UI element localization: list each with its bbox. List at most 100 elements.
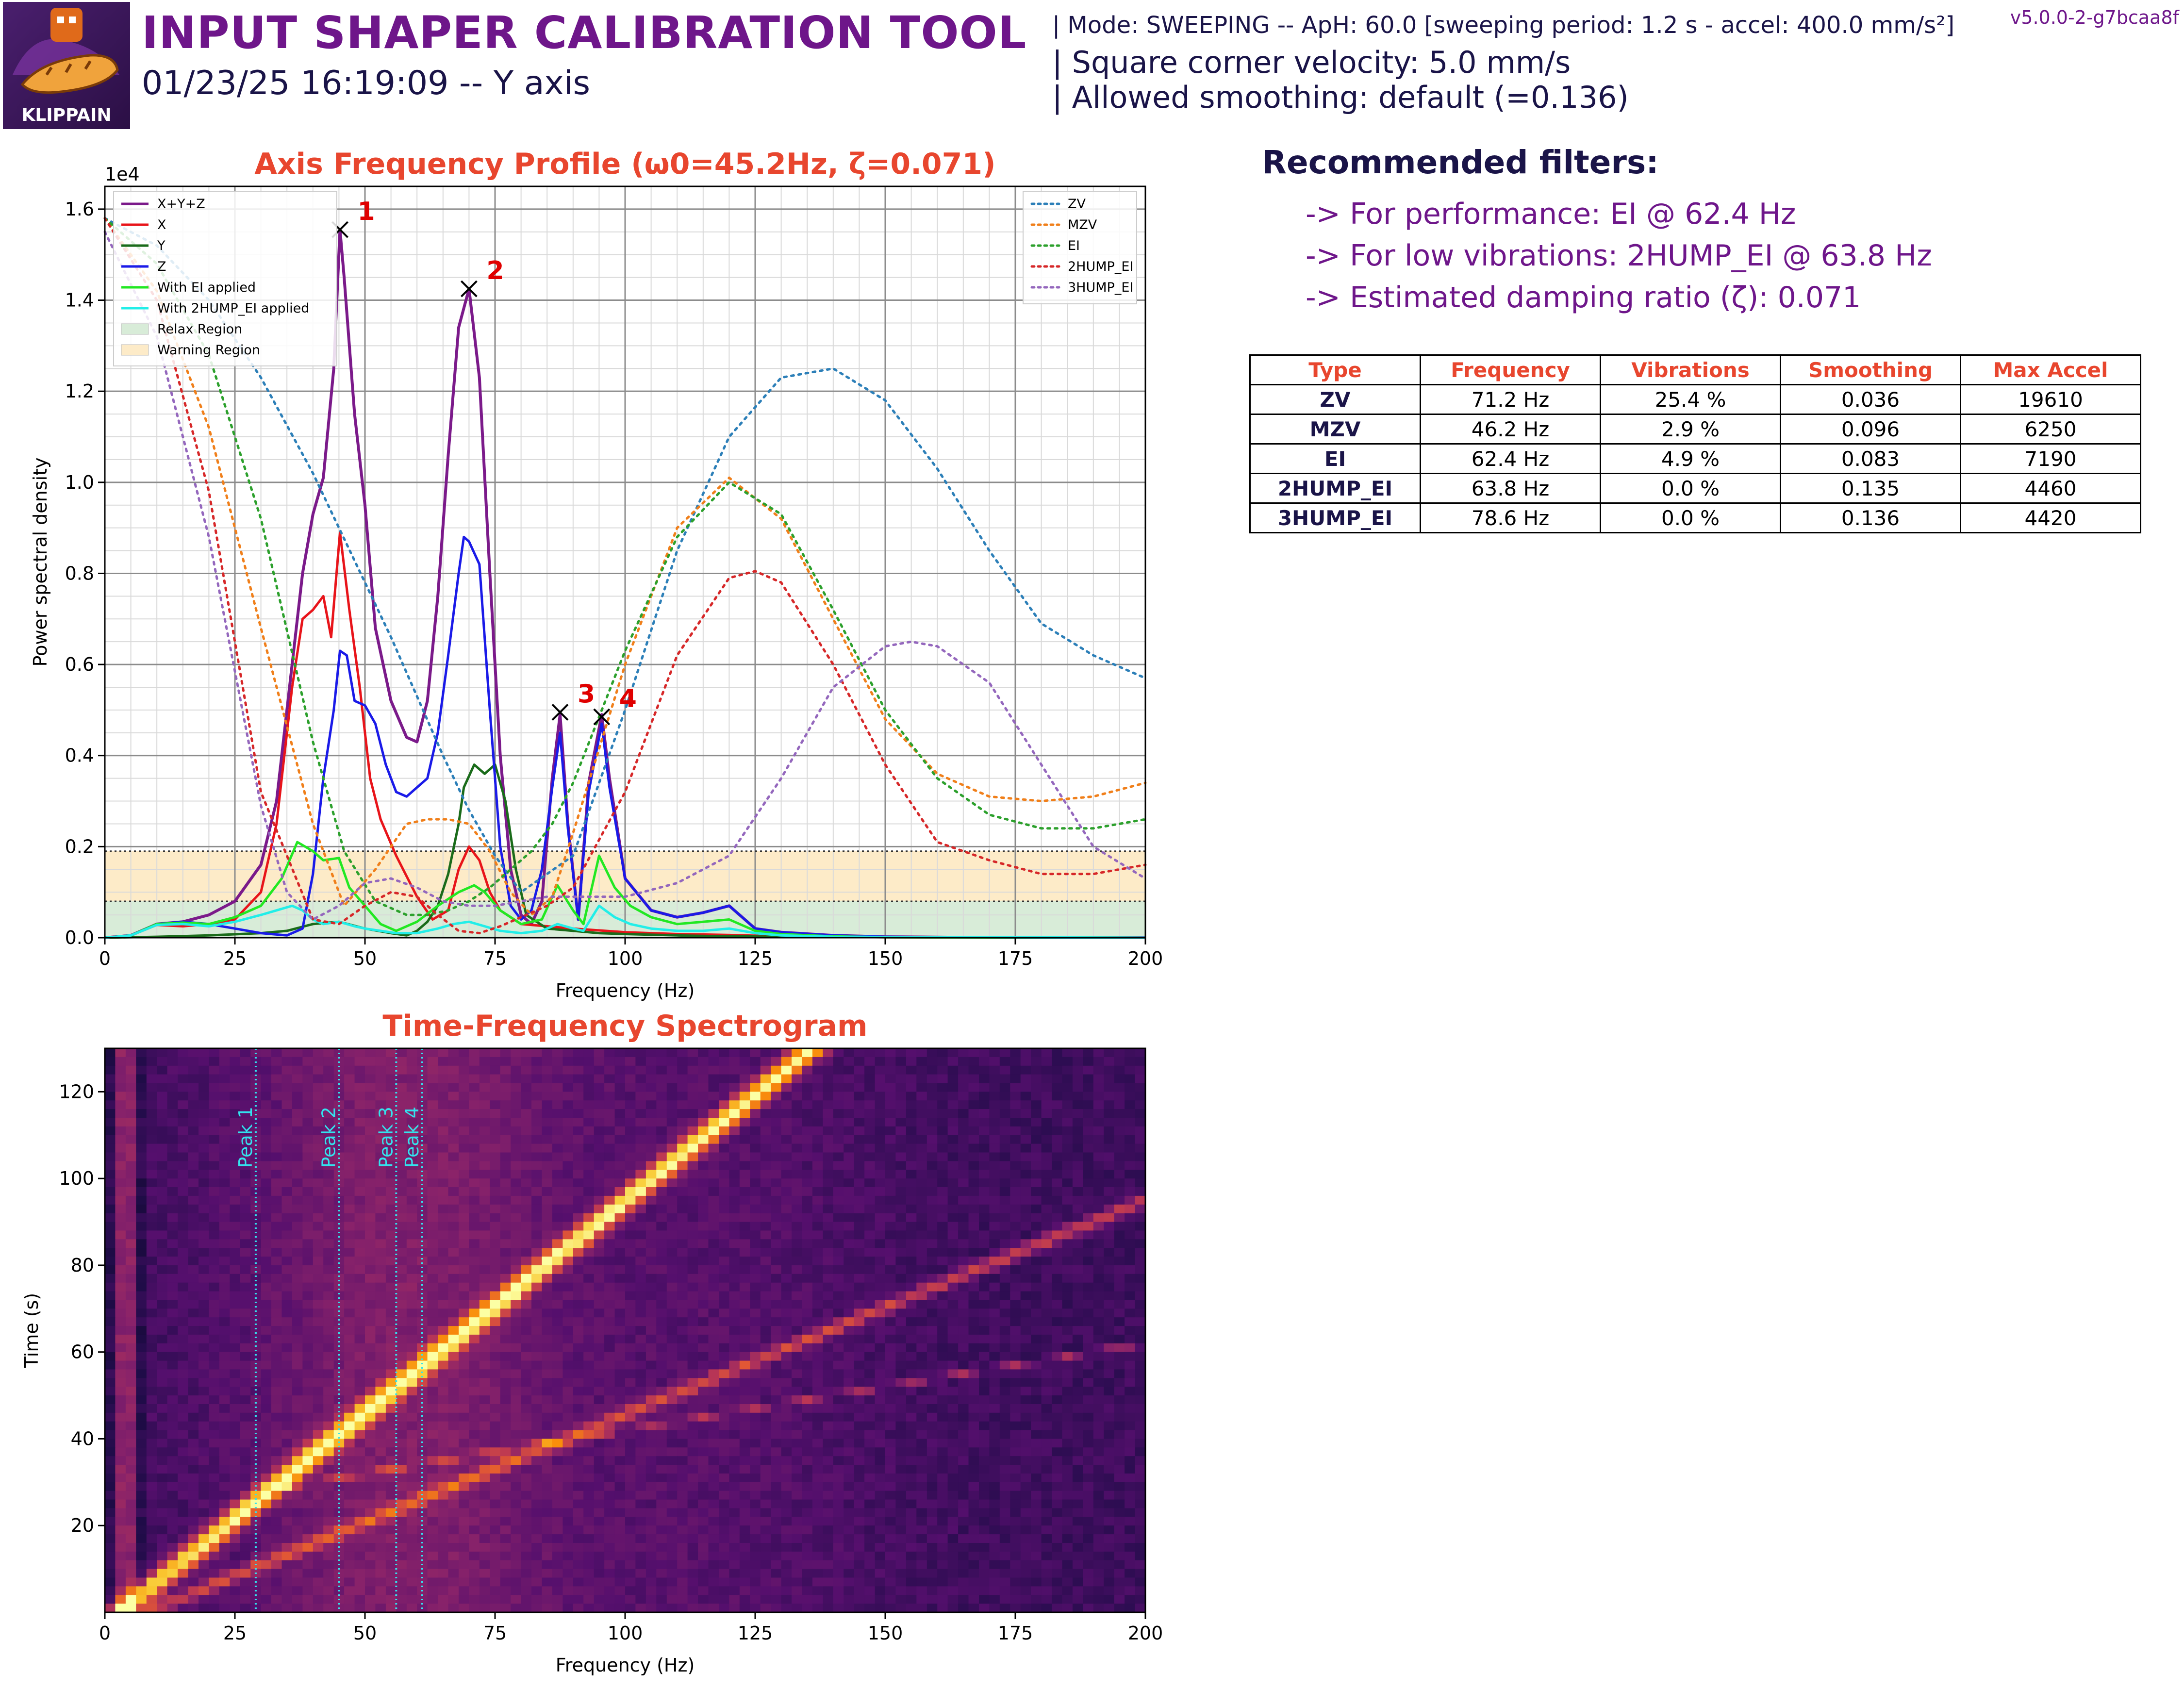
spectrogram-cell xyxy=(157,1395,168,1405)
spectrogram-cell xyxy=(167,1265,178,1275)
spectrogram-cell xyxy=(750,1378,761,1387)
spectrogram-cell xyxy=(240,1456,251,1465)
spectrogram-cell xyxy=(448,1439,459,1448)
spectrogram-cell xyxy=(1114,1326,1125,1335)
spectrogram-cell xyxy=(687,1178,698,1188)
spectrogram-cell xyxy=(1010,1222,1021,1231)
spectrogram-cell xyxy=(375,1135,386,1144)
spectrogram-cell xyxy=(115,1161,126,1171)
spectrogram-cell xyxy=(406,1308,417,1318)
spectrogram-cell xyxy=(188,1265,199,1275)
spectrogram-cell xyxy=(708,1343,719,1353)
spectrogram-cell xyxy=(490,1334,501,1344)
spectrogram-cell xyxy=(1125,1404,1136,1413)
spectrogram-cell xyxy=(677,1282,688,1292)
spectrogram-cell xyxy=(448,1343,459,1353)
spectrogram-cell xyxy=(354,1230,365,1240)
spectrogram-cell xyxy=(771,1439,782,1448)
spectrogram-cell xyxy=(1125,1204,1136,1214)
y-tick-label: 0.0 xyxy=(65,927,94,948)
spectrogram-cell xyxy=(677,1439,688,1448)
spectrogram-cell xyxy=(406,1291,417,1301)
spectrogram-cell xyxy=(708,1317,719,1326)
spectrogram-cell xyxy=(511,1222,522,1231)
spectrogram-cell xyxy=(958,1282,969,1292)
spectrogram-cell xyxy=(521,1126,532,1136)
spectrogram-cell xyxy=(792,1109,803,1118)
spectrogram-cell xyxy=(625,1439,636,1448)
spectrogram-cell xyxy=(250,1378,262,1387)
spectrogram-cell xyxy=(947,1170,959,1179)
spectrogram-cell xyxy=(427,1135,438,1144)
spectrogram-cell xyxy=(999,1257,1010,1266)
spectrogram-cell xyxy=(365,1092,376,1101)
spectrogram-cell xyxy=(271,1083,282,1093)
spectrogram-cell xyxy=(656,1126,667,1136)
spectrogram-cell xyxy=(292,1412,303,1422)
spectrogram-cell xyxy=(125,1187,137,1196)
spectrogram-cell xyxy=(511,1230,522,1240)
spectrogram-cell xyxy=(292,1282,303,1292)
spectrogram-cell xyxy=(261,1057,272,1066)
spectrogram-cell xyxy=(906,1343,917,1353)
spectrogram-cell xyxy=(261,1369,272,1379)
spectrogram-cell xyxy=(1125,1057,1136,1066)
spectrogram-cell xyxy=(656,1239,667,1248)
spectrogram-cell xyxy=(645,1326,657,1335)
spectrogram-cell xyxy=(115,1126,126,1136)
spectrogram-cell xyxy=(573,1439,584,1448)
spectrogram-cell xyxy=(323,1126,334,1136)
spectrogram-cell xyxy=(594,1135,605,1144)
spectrogram-cell xyxy=(573,1404,584,1413)
spectrogram-cell xyxy=(542,1057,553,1066)
spectrogram-cell xyxy=(157,1308,168,1318)
spectrogram-cell xyxy=(125,1291,137,1301)
spectrogram-cell xyxy=(1072,1282,1084,1292)
spectrogram-cell xyxy=(708,1412,719,1422)
spectrogram-cell xyxy=(552,1195,563,1205)
spectrogram-cell xyxy=(844,1265,855,1275)
spectrogram-cell xyxy=(854,1378,865,1387)
spectrogram-cell xyxy=(771,1404,782,1413)
spectrogram-cell xyxy=(625,1447,636,1457)
spectrogram-cell xyxy=(885,1178,896,1188)
spectrogram-cell xyxy=(469,1326,480,1335)
spectrogram-cell xyxy=(812,1213,824,1223)
spectrogram-cell xyxy=(292,1100,303,1109)
spectrogram-cell xyxy=(313,1369,324,1379)
spectrogram-cell xyxy=(708,1456,719,1465)
cell-frequency: 63.8 Hz xyxy=(1420,473,1601,504)
spectrogram-cell xyxy=(1010,1135,1021,1144)
y-tick-label: 1.4 xyxy=(65,290,94,311)
spectrogram-cell xyxy=(292,1083,303,1093)
spectrogram-cell xyxy=(542,1387,553,1396)
spectrogram-cell xyxy=(1062,1404,1073,1413)
spectrogram-cell xyxy=(792,1404,803,1413)
spectrogram-cell xyxy=(1031,1291,1042,1301)
spectrogram-cell xyxy=(531,1048,543,1058)
spectrogram-cell xyxy=(854,1161,865,1171)
spectrogram-cell xyxy=(594,1109,605,1118)
spectrogram-cell xyxy=(531,1057,543,1066)
spectrogram-cell xyxy=(469,1430,480,1440)
spectrogram-cell xyxy=(396,1387,407,1396)
spectrogram-cell xyxy=(979,1213,990,1223)
spectrogram-cell xyxy=(833,1257,844,1266)
spectrogram-cell xyxy=(333,1326,345,1335)
spectrogram-cell xyxy=(750,1126,761,1136)
spectrogram-cell xyxy=(781,1282,792,1292)
spectrogram-cell xyxy=(937,1300,948,1309)
spectrogram-cell xyxy=(105,1143,116,1153)
spectrogram-cell xyxy=(511,1387,522,1396)
spectrogram-cell xyxy=(1104,1230,1115,1240)
spectrogram-cell xyxy=(531,1135,543,1144)
spectrogram-cell xyxy=(1135,1170,1146,1179)
spectrogram-cell xyxy=(1062,1291,1073,1301)
spectrogram-cell xyxy=(417,1395,428,1405)
spectrogram-cell xyxy=(594,1152,605,1162)
spectrogram-cell xyxy=(552,1404,563,1413)
spectrogram-cell xyxy=(989,1065,1000,1075)
spectrogram-cell xyxy=(771,1230,782,1240)
spectrogram-cell xyxy=(614,1118,626,1127)
spectrogram-cell xyxy=(1072,1412,1084,1422)
